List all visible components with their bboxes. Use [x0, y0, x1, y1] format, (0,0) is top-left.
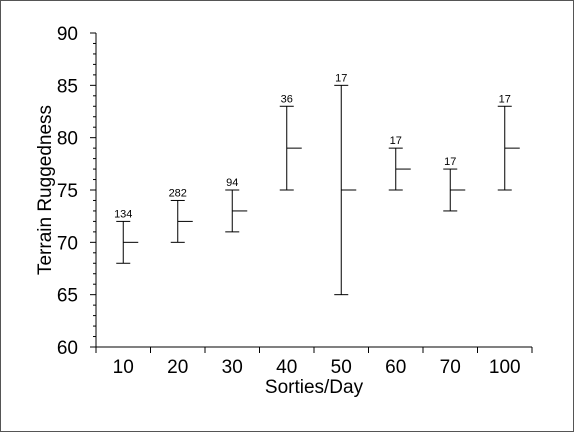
range-mark-20	[170, 199, 193, 243]
y-tick-label: 70	[57, 233, 78, 254]
y-tick-label: 75	[57, 181, 78, 202]
count-label: 282	[169, 187, 187, 199]
range-mark-30	[225, 189, 248, 233]
x-axis: 10 20 30 40 50 60 70 100	[95, 346, 533, 378]
x-axis-title: Sorties/Day	[265, 377, 364, 398]
count-label: 134	[114, 208, 132, 220]
y-axis-title: Terrain Ruggedness	[35, 105, 56, 275]
y-tick-label: 80	[57, 129, 78, 150]
y-tick-label: 85	[57, 76, 78, 97]
count-label: 94	[226, 177, 238, 189]
x-tick-label: 10	[113, 357, 134, 378]
y-axis: 60 65 70 75 80 85 90	[57, 24, 97, 359]
range-mark-60	[388, 147, 411, 191]
x-tick-label: 60	[385, 357, 406, 378]
x-tick-label: 30	[222, 357, 243, 378]
count-label: 17	[390, 135, 402, 147]
x-tick-label: 50	[331, 357, 352, 378]
y-tick-label: 90	[57, 24, 78, 45]
x-tick-label: 100	[489, 357, 521, 378]
count-labels: 134 282 94 36 17 17 17 17	[114, 72, 511, 220]
x-tick-label: 40	[276, 357, 297, 378]
range-mark-10	[116, 220, 139, 264]
range-mark-70	[443, 168, 466, 212]
count-label: 17	[499, 93, 511, 105]
count-label: 17	[444, 156, 456, 168]
range-mark-50	[334, 84, 357, 296]
y-tick-label: 60	[57, 338, 78, 359]
range-mark-100	[497, 105, 520, 191]
x-tick-label: 20	[167, 357, 188, 378]
count-label: 36	[281, 93, 293, 105]
range-mark-40	[279, 105, 302, 191]
x-tick-label: 70	[440, 357, 461, 378]
y-tick-label: 65	[57, 286, 78, 307]
range-marks	[116, 84, 520, 296]
count-label: 17	[335, 72, 347, 84]
